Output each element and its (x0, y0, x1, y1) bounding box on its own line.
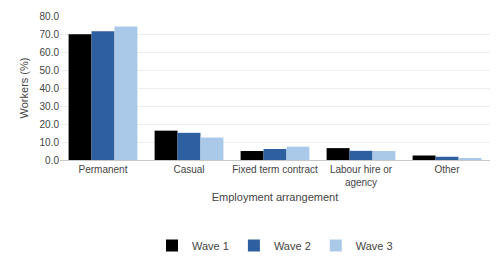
svg-text:Fixed term contract: Fixed term contract (232, 164, 318, 175)
svg-text:Other: Other (434, 164, 460, 175)
svg-text:0.0: 0.0 (45, 155, 59, 166)
svg-text:60.0: 60.0 (40, 47, 60, 58)
svg-text:50.0: 50.0 (40, 65, 60, 76)
svg-text:40.0: 40.0 (40, 83, 60, 94)
svg-text:70.0: 70.0 (40, 29, 60, 40)
svg-text:Casual: Casual (173, 164, 204, 175)
svg-text:Labour hire oragency: Labour hire oragency (330, 164, 393, 188)
svg-text:20.0: 20.0 (40, 119, 60, 130)
svg-text:Wave 1: Wave 1 (192, 240, 229, 252)
svg-text:Employment arrangement: Employment arrangement (212, 191, 339, 203)
svg-text:Workers (%): Workers (%) (18, 58, 30, 119)
svg-text:Permanent: Permanent (79, 164, 128, 175)
svg-text:10.0: 10.0 (40, 137, 60, 148)
svg-text:30.0: 30.0 (40, 101, 60, 112)
svg-text:80.0: 80.0 (40, 11, 60, 22)
svg-text:Wave 3: Wave 3 (356, 240, 393, 252)
svg-text:Wave 2: Wave 2 (274, 240, 311, 252)
